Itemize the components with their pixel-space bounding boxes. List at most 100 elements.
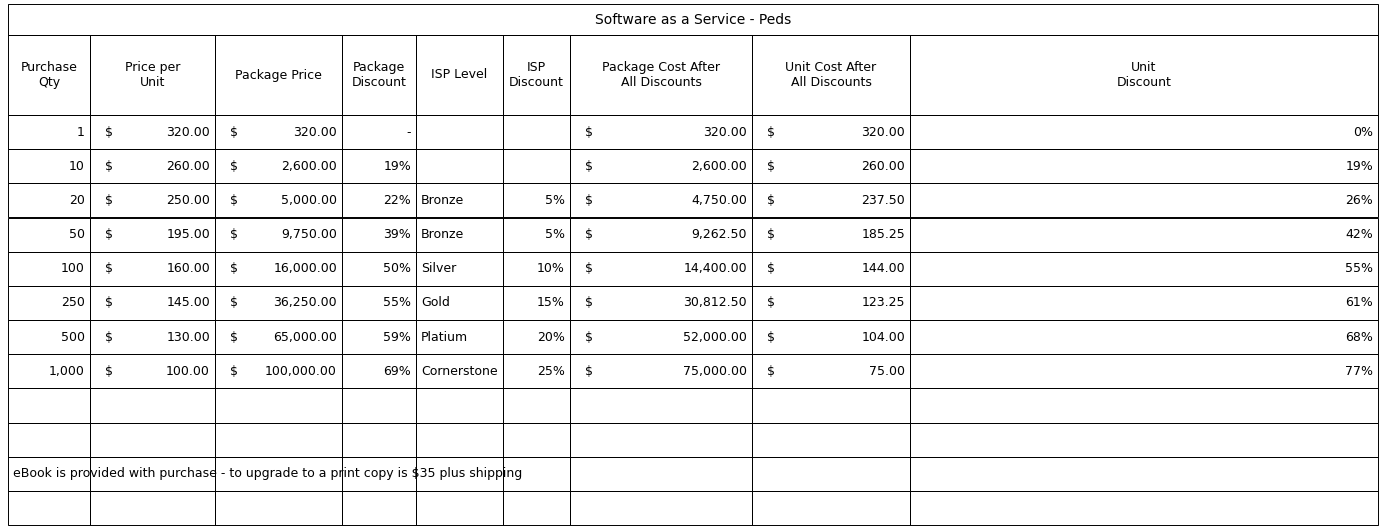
Text: 144.00: 144.00 [861, 262, 905, 275]
Text: Package Cost After
All Discounts: Package Cost After All Discounts [602, 61, 719, 89]
Text: 320.00: 320.00 [703, 125, 747, 139]
Text: 10: 10 [69, 160, 85, 173]
Text: $: $ [585, 228, 593, 241]
Bar [753, 457, 911, 491]
Text: Purchase
Qty: Purchase Qty [21, 61, 78, 89]
Bar [570, 320, 753, 354]
Bar [90, 286, 215, 320]
Bar [570, 491, 753, 525]
Text: 4,750.00: 4,750.00 [692, 194, 747, 207]
Text: Silver: Silver [421, 262, 456, 275]
Text: 26%: 26% [1346, 194, 1374, 207]
Bar [416, 115, 503, 149]
Text: $: $ [105, 228, 114, 241]
Text: 65,000.00: 65,000.00 [273, 331, 337, 343]
Text: 260.00: 260.00 [166, 160, 211, 173]
Bar [90, 252, 215, 286]
Text: 2,600.00: 2,600.00 [281, 160, 337, 173]
Text: 77%: 77% [1344, 365, 1374, 378]
Bar [90, 423, 215, 457]
Bar [90, 320, 215, 354]
Text: $: $ [766, 160, 775, 173]
Bar [215, 149, 342, 184]
Bar [215, 423, 342, 457]
Bar [911, 184, 1378, 217]
Text: $: $ [230, 365, 238, 378]
Bar [90, 35, 215, 115]
Text: 2,600.00: 2,600.00 [692, 160, 747, 173]
Bar [342, 184, 416, 217]
Bar [911, 252, 1378, 286]
Bar [90, 388, 215, 423]
Bar [215, 388, 342, 423]
Bar [503, 184, 570, 217]
Text: $: $ [585, 194, 593, 207]
Text: $: $ [766, 331, 775, 343]
Bar [215, 354, 342, 388]
Text: ISP
Discount: ISP Discount [509, 61, 564, 89]
Text: 9,750.00: 9,750.00 [281, 228, 337, 241]
Text: 320.00: 320.00 [294, 125, 337, 139]
Text: $: $ [766, 365, 775, 378]
Bar [416, 320, 503, 354]
Bar [570, 184, 753, 217]
Text: 42%: 42% [1346, 228, 1374, 241]
Bar [342, 423, 416, 457]
Text: 260.00: 260.00 [861, 160, 905, 173]
Text: $: $ [105, 125, 114, 139]
Text: $: $ [585, 296, 593, 309]
Text: 123.25: 123.25 [862, 296, 905, 309]
Text: $: $ [230, 194, 238, 207]
Text: 1: 1 [78, 125, 85, 139]
Text: 5,000.00: 5,000.00 [281, 194, 337, 207]
Bar [911, 320, 1378, 354]
Text: 25%: 25% [538, 365, 565, 378]
Bar [753, 491, 911, 525]
Text: $: $ [230, 228, 238, 241]
Bar [215, 217, 342, 252]
Bar [570, 457, 753, 491]
Text: $: $ [766, 262, 775, 275]
Bar [416, 491, 503, 525]
Text: $: $ [230, 160, 238, 173]
Text: 10%: 10% [538, 262, 565, 275]
Bar [753, 217, 911, 252]
Text: 19%: 19% [384, 160, 412, 173]
Bar [570, 149, 753, 184]
Text: 320.00: 320.00 [861, 125, 905, 139]
Bar [911, 423, 1378, 457]
Text: 61%: 61% [1346, 296, 1374, 309]
Text: 250.00: 250.00 [166, 194, 211, 207]
Bar [8, 217, 90, 252]
Bar [8, 286, 90, 320]
Bar [503, 491, 570, 525]
Text: 5%: 5% [545, 228, 565, 241]
Bar [503, 149, 570, 184]
Bar [342, 286, 416, 320]
Bar [911, 35, 1378, 115]
Bar [503, 217, 570, 252]
Bar [416, 184, 503, 217]
Text: 69%: 69% [384, 365, 412, 378]
Bar [911, 491, 1378, 525]
Text: Bronze: Bronze [421, 228, 464, 241]
Bar [215, 184, 342, 217]
Text: $: $ [585, 160, 593, 173]
Text: 500: 500 [61, 331, 85, 343]
Text: 50%: 50% [383, 262, 412, 275]
Bar [342, 149, 416, 184]
Bar [911, 354, 1378, 388]
Bar [8, 115, 90, 149]
Bar [90, 491, 215, 525]
Bar [570, 354, 753, 388]
Text: 130.00: 130.00 [166, 331, 211, 343]
Text: $: $ [230, 262, 238, 275]
Text: $: $ [766, 194, 775, 207]
Text: 145.00: 145.00 [166, 296, 211, 309]
Text: 15%: 15% [538, 296, 565, 309]
Text: 100.00: 100.00 [166, 365, 211, 378]
Text: 9,262.50: 9,262.50 [692, 228, 747, 241]
Text: ISP Level: ISP Level [431, 68, 488, 81]
Bar [503, 252, 570, 286]
Text: 195.00: 195.00 [166, 228, 211, 241]
